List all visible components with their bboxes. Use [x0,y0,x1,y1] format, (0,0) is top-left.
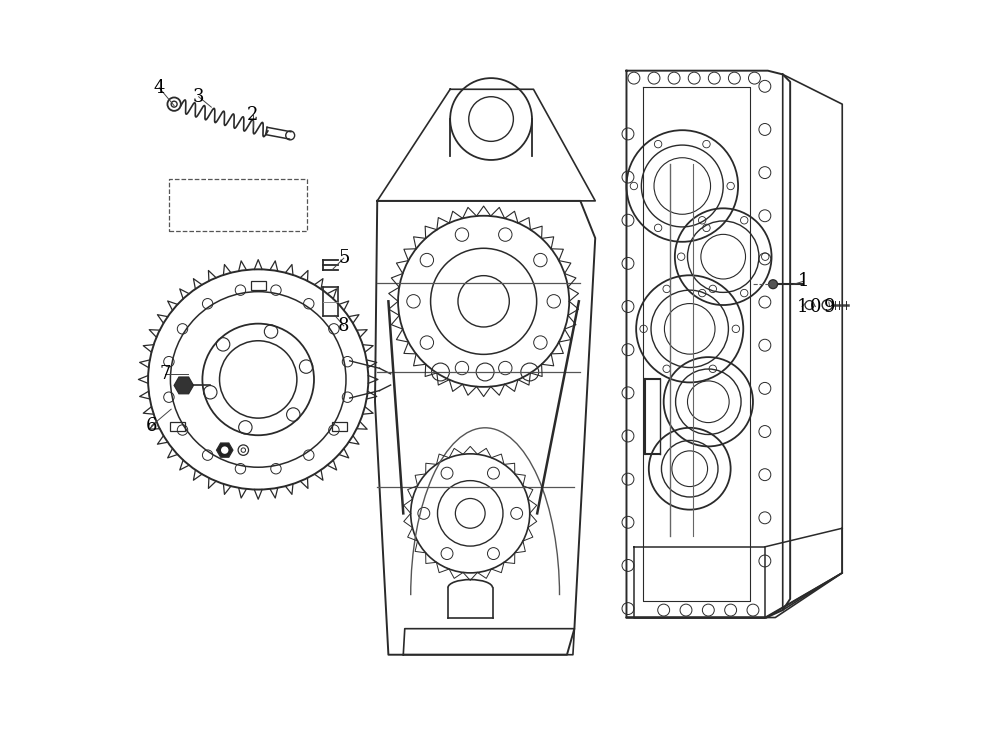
Text: 5: 5 [338,249,349,267]
Text: 1: 1 [796,298,808,315]
Circle shape [221,446,228,454]
Bar [170,422,185,431]
Text: 4: 4 [154,79,165,97]
Circle shape [769,280,778,289]
Text: 9: 9 [824,298,835,315]
Text: 0: 0 [810,298,821,315]
Text: 8: 8 [338,317,350,335]
Polygon shape [217,443,233,458]
Polygon shape [174,377,193,394]
Text: 2: 2 [247,106,259,124]
Text: 1: 1 [798,272,809,290]
Text: 6: 6 [146,417,158,434]
Text: 3: 3 [193,88,204,106]
Bar [251,281,266,290]
Text: 7: 7 [160,365,171,383]
Bar [332,422,347,431]
